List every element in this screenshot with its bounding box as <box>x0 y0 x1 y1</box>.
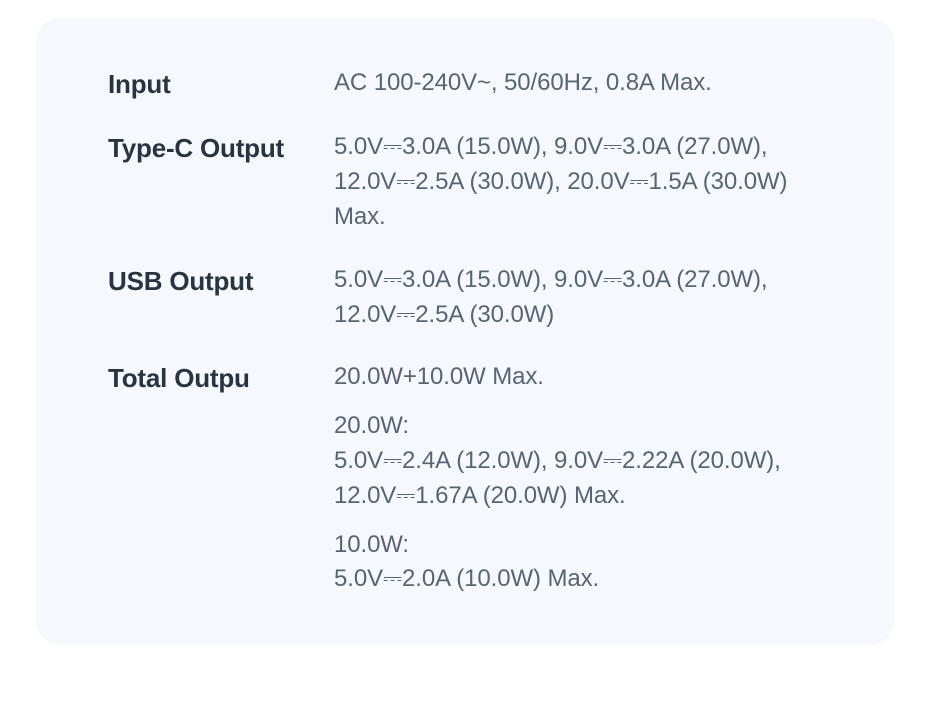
spec-sub-block-10w: 10.0W: 5.0V⎓2.0A (10.0W) Max. <box>334 528 822 598</box>
spec-row-total: Total Outpu 20.0W+10.0W Max. 20.0W: 5.0V… <box>108 360 822 597</box>
spec-row-type-c: Type-C Output 5.0V⎓3.0A (15.0W), 9.0V⎓3.… <box>108 130 822 234</box>
spec-row-usb: USB Output 5.0V⎓3.0A (15.0W), 9.0V⎓3.0A … <box>108 263 822 333</box>
spec-sub-title-20w: 20.0W: <box>334 409 822 444</box>
spec-label-input: Input <box>108 66 334 102</box>
spec-row-input: Input AC 100-240V~, 50/60Hz, 0.8A Max. <box>108 66 822 102</box>
spec-label-usb: USB Output <box>108 263 334 299</box>
spec-value-usb: 5.0V⎓3.0A (15.0W), 9.0V⎓3.0A (27.0W), 12… <box>334 263 822 333</box>
spec-value-input: AC 100-240V~, 50/60Hz, 0.8A Max. <box>334 66 712 101</box>
spec-sub-body-10w: 5.0V⎓2.0A (10.0W) Max. <box>334 562 822 597</box>
spec-label-type-c: Type-C Output <box>108 130 334 166</box>
spec-value-total: 20.0W+10.0W Max. <box>334 360 822 395</box>
spec-card: Input AC 100-240V~, 50/60Hz, 0.8A Max. T… <box>36 18 894 645</box>
spec-sub-block-20w: 20.0W: 5.0V⎓2.4A (12.0W), 9.0V⎓2.22A (20… <box>334 409 822 513</box>
spec-label-total: Total Outpu <box>108 360 334 396</box>
spec-sub-body-20w: 5.0V⎓2.4A (12.0W), 9.0V⎓2.22A (20.0W), 1… <box>334 444 822 514</box>
spec-value-total-container: 20.0W+10.0W Max. 20.0W: 5.0V⎓2.4A (12.0W… <box>334 360 822 597</box>
spec-value-type-c: 5.0V⎓3.0A (15.0W), 9.0V⎓3.0A (27.0W), 12… <box>334 130 822 234</box>
spec-sub-title-10w: 10.0W: <box>334 528 822 563</box>
